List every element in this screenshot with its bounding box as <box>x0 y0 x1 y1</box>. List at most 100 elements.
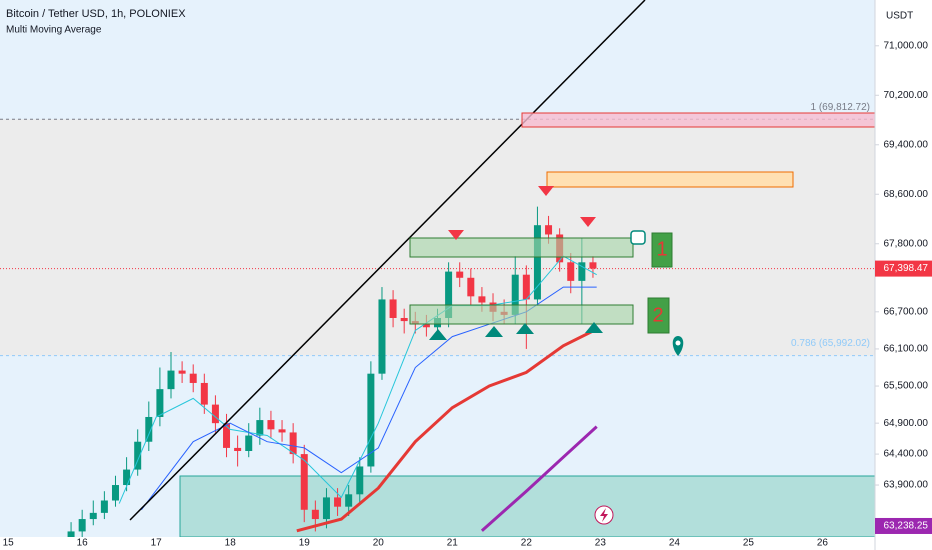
candle-body <box>367 373 375 467</box>
candle-body <box>178 370 186 374</box>
x-tick-label: 19 <box>299 538 311 549</box>
candle-body <box>578 262 586 281</box>
fib-label: 1 (69,812.72) <box>811 102 871 113</box>
candle-body <box>389 299 397 318</box>
moving-average <box>296 327 598 533</box>
x-tick-label: 20 <box>373 538 385 549</box>
candle-body <box>456 271 464 278</box>
down-arrow <box>448 230 464 240</box>
price-tag-label: 63,238.25 <box>884 521 929 532</box>
candle-body <box>245 435 253 452</box>
marks <box>67 206 598 544</box>
up-arrows <box>429 322 603 340</box>
up-arrow <box>429 329 447 340</box>
candle-body <box>111 485 119 501</box>
currency: USDT <box>886 11 913 22</box>
label-box <box>651 232 673 268</box>
candle-body <box>334 497 342 507</box>
x-tick-label: 25 <box>743 538 755 549</box>
chart-title: Bitcoin / Tether USD, 1h, POLONIEX <box>6 8 186 20</box>
y-tick-label: 69,400.00 <box>884 139 929 150</box>
moving-average <box>480 425 598 532</box>
down-arrow <box>580 217 596 227</box>
time-axis <box>0 537 875 550</box>
candle-body <box>522 274 530 300</box>
x-tick-label: 22 <box>521 538 533 549</box>
down-arrow <box>538 186 554 196</box>
candle-body <box>267 420 275 430</box>
up-arrow <box>485 326 503 337</box>
y-tick-label: 64,400.00 <box>884 449 929 460</box>
pin-icon <box>672 336 684 356</box>
x-tick-label: 24 <box>669 538 681 549</box>
candle-body <box>345 494 353 507</box>
resistance-zone <box>521 112 876 128</box>
candle-body <box>545 225 553 235</box>
x-tick-label: 17 <box>151 538 163 549</box>
annotation: 1 <box>656 238 667 260</box>
candle-body <box>533 225 541 300</box>
y-tick-label: 66,700.00 <box>884 306 929 317</box>
y-tick-label: 64,900.00 <box>884 418 929 429</box>
y-tick-label: 65,500.00 <box>884 381 929 392</box>
candle-body <box>156 389 164 417</box>
down-arrows <box>448 186 596 240</box>
candle-body <box>278 429 286 433</box>
candle-body <box>100 500 108 513</box>
up-arrow <box>516 323 534 334</box>
event-bolt <box>600 508 608 522</box>
candle-body <box>300 454 308 510</box>
axis-labels: 1 (69,812.72) 0.786 (65,992.02) 71,000.00 7… <box>3 40 932 549</box>
candle-body <box>134 441 142 470</box>
range-top-box <box>409 237 634 258</box>
y-tick-label: 63,900.00 <box>884 480 929 491</box>
up-arrow <box>585 322 603 333</box>
candle-body <box>200 382 208 405</box>
support-zone <box>179 475 876 538</box>
y-tick-label: 67,800.00 <box>884 238 929 249</box>
candle-body <box>356 466 364 495</box>
candle-body <box>289 432 297 455</box>
candle-body <box>189 373 197 383</box>
fib-label: 0.786 (65,992.02) <box>791 338 870 349</box>
label-box <box>647 297 670 334</box>
candle-body <box>445 271 453 318</box>
candle-body <box>567 262 575 281</box>
candle-body <box>322 497 330 520</box>
candle-body <box>89 512 97 520</box>
y-tick-label: 66,100.00 <box>884 344 929 355</box>
x-tick-label: 23 <box>595 538 607 549</box>
trend-line <box>129 0 646 521</box>
x-tick-label: 16 <box>77 538 89 549</box>
candle-body <box>145 416 153 442</box>
candle-body <box>311 509 319 520</box>
candle-body <box>467 277 475 297</box>
price-tag <box>875 517 932 534</box>
price-tag <box>875 260 932 277</box>
candle-body <box>78 519 86 532</box>
candle-body <box>123 469 131 486</box>
annotation: 2 <box>652 304 663 326</box>
candle-body <box>167 370 175 390</box>
y-tick-label: 68,600.00 <box>884 189 929 200</box>
thumb-icon <box>630 230 646 245</box>
price-tag-label: 67,398.47 <box>884 263 929 274</box>
pin-dot <box>675 340 681 346</box>
x-tick-label: 21 <box>447 538 459 549</box>
candle-body <box>400 317 408 322</box>
candle-body <box>211 404 219 424</box>
candle-body <box>256 420 264 436</box>
candle-body <box>511 274 519 315</box>
candle-body <box>234 447 242 452</box>
x-tick-label: 26 <box>817 538 829 549</box>
y-tick-label: 70,200.00 <box>884 90 929 101</box>
candle-body <box>67 531 75 538</box>
candle-body <box>478 296 486 303</box>
candle-body <box>422 324 430 328</box>
candle-body <box>223 423 231 448</box>
target-zone <box>546 171 794 188</box>
range-bottom-box <box>409 304 634 325</box>
candle-body <box>378 299 386 374</box>
x-tick-label: 18 <box>225 538 237 549</box>
